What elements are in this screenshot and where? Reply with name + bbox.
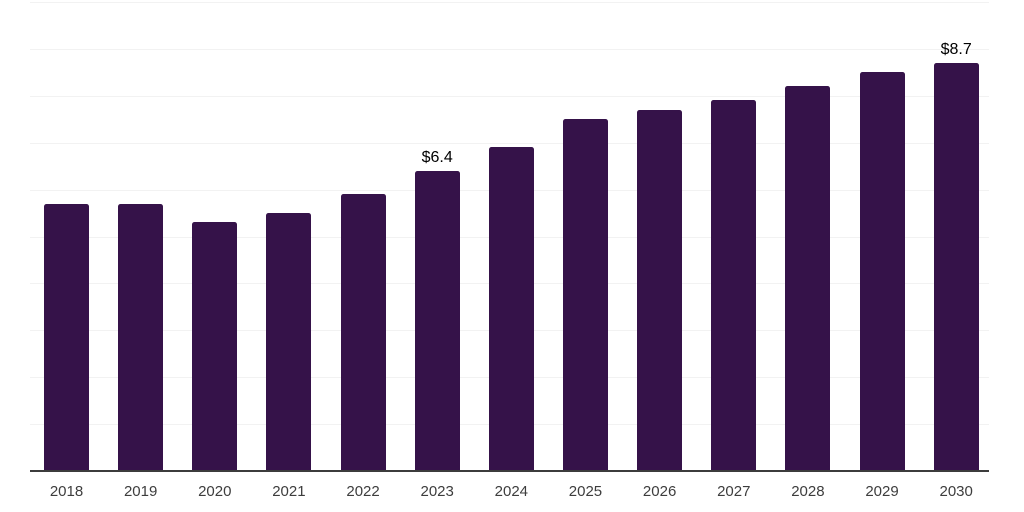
data-label-2030: $8.7	[940, 40, 972, 58]
bar-2018	[44, 203, 89, 471]
bar-2026	[637, 109, 683, 471]
x-tick-label-2028: 2028	[791, 483, 825, 500]
x-tick-label-2026: 2026	[642, 483, 677, 500]
bar-2025	[562, 119, 608, 471]
data-label-2023: $6.4	[421, 148, 453, 166]
bar-2029	[859, 72, 905, 471]
x-tick-label-2021: 2021	[272, 483, 306, 500]
x-tick-label-2018: 2018	[49, 483, 84, 500]
gridline	[30, 2, 989, 3]
bar-2019	[118, 203, 164, 471]
bar-2023	[414, 170, 460, 471]
gridline	[30, 48, 989, 50]
bar-2020	[192, 222, 238, 471]
bar-2022	[340, 194, 386, 471]
bar-2027	[711, 100, 757, 471]
x-tick-label-2030: 2030	[939, 483, 973, 500]
x-axis-line	[30, 470, 989, 472]
x-tick-label-2019: 2019	[123, 483, 158, 500]
x-tick-label-2029: 2029	[865, 483, 899, 500]
x-tick-label-2022: 2022	[346, 483, 380, 500]
x-tick-label-2024: 2024	[494, 483, 529, 500]
bar-2024	[488, 147, 534, 471]
bar-2030	[933, 62, 979, 471]
bar-2021	[266, 213, 312, 471]
x-tick-label-2023: 2023	[420, 483, 454, 500]
x-tick-label-2020: 2020	[198, 483, 232, 500]
x-tick-label-2025: 2025	[568, 483, 603, 500]
gridline	[30, 95, 989, 97]
gridline	[30, 142, 989, 144]
bar-2028	[785, 86, 831, 471]
x-tick-label-2027: 2027	[717, 483, 751, 500]
